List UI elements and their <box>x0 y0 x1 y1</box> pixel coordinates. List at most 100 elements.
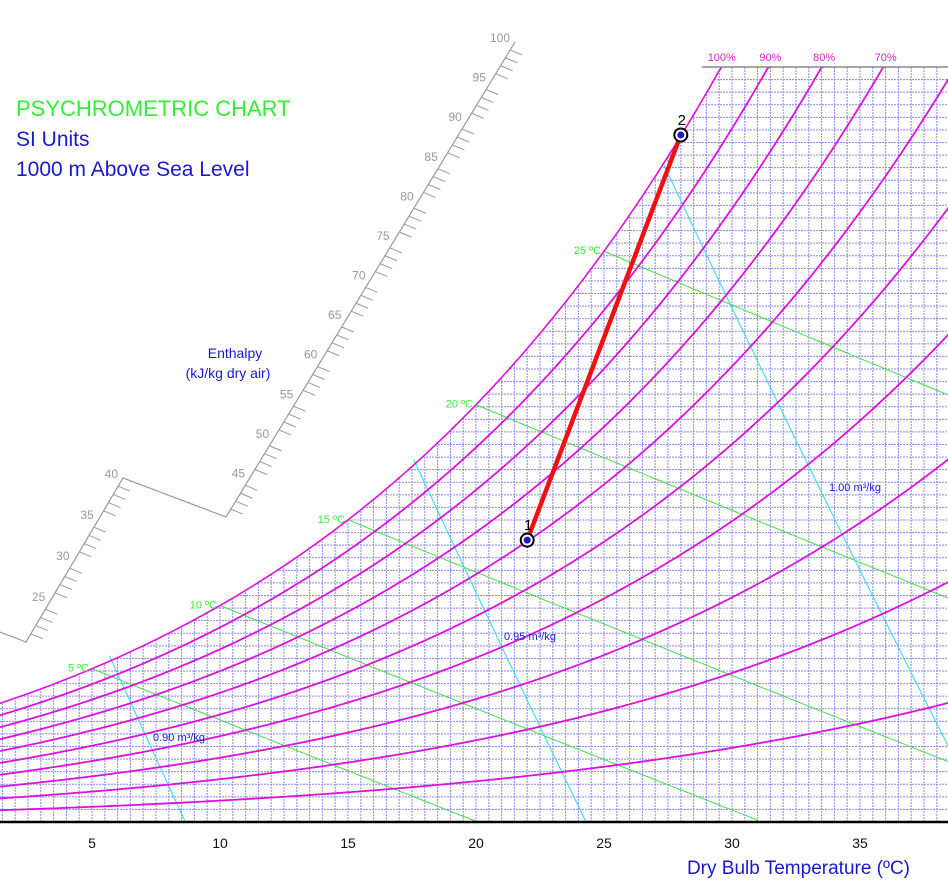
enthalpy-tick-label: 60 <box>304 348 318 362</box>
volume-line <box>662 162 948 748</box>
enthalpy-tick <box>312 374 325 380</box>
wet-bulb-line <box>475 404 948 599</box>
wet-bulb-line <box>219 605 758 821</box>
wet-bulb-label: 20 ºC <box>446 399 473 411</box>
enthalpy-tick <box>423 191 436 198</box>
enthalpy-tick <box>457 136 470 143</box>
enthalpy-tick-label: 30 <box>56 549 70 563</box>
x-tick-label: 20 <box>468 835 484 851</box>
enthalpy-tick <box>495 73 508 80</box>
volume-lines <box>109 162 948 822</box>
enthalpy-tick <box>54 592 68 599</box>
enthalpy-tick <box>379 263 393 270</box>
enthalpy-tick-label: 70 <box>352 269 366 283</box>
enthalpy-tick <box>269 445 282 452</box>
chart-subtitle-altitude: 1000 m Above Sea Level <box>16 158 250 181</box>
wet-bulb-label: 10 ºC <box>190 600 217 612</box>
enthalpy-tick <box>293 405 306 412</box>
enthalpy-tick <box>384 255 398 262</box>
enthalpy-tick-label: 65 <box>328 308 342 322</box>
enthalpy-tick <box>360 294 374 301</box>
process-point-core <box>677 131 685 139</box>
volume-label: 0.95 m³/kg <box>504 631 556 643</box>
wet-bulb-line <box>347 519 948 763</box>
chart-subtitle-units: SI Units <box>16 128 90 151</box>
enthalpy-tick-label: 35 <box>80 508 94 522</box>
enthalpy-tick <box>404 223 417 230</box>
enthalpy-tick <box>254 469 268 475</box>
enthalpy-tick <box>288 413 301 420</box>
enthalpy-tick <box>428 184 441 190</box>
enthalpy-tick <box>399 231 412 238</box>
enthalpy-tick-label: 75 <box>376 229 390 243</box>
enthalpy-tick <box>264 453 277 460</box>
enthalpy-tick-label: 80 <box>400 189 414 203</box>
enthalpy-tick <box>117 485 131 492</box>
rh-curve <box>0 66 825 729</box>
enthalpy-tick <box>69 567 82 574</box>
enthalpy-tick <box>230 508 244 515</box>
enthalpy-tick <box>108 502 121 509</box>
wet-bulb-line <box>603 250 948 396</box>
enthalpy-tick <box>331 342 345 349</box>
enthalpy-tick <box>317 366 330 373</box>
enthalpy-tick <box>40 616 53 623</box>
enthalpy-tick <box>302 389 316 396</box>
volume-line <box>109 655 186 822</box>
enthalpy-tick-label: 100 <box>490 31 510 45</box>
enthalpy-tick <box>35 625 48 632</box>
rh-curve <box>0 66 886 741</box>
x-tick-label: 15 <box>340 835 356 851</box>
rh-curve <box>0 702 948 812</box>
volume-label: 1.00 m³/kg <box>829 482 881 494</box>
rh-label: 100% <box>708 52 736 64</box>
volume-line <box>413 459 587 822</box>
wet-bulb-label: 5 ºC <box>68 663 89 675</box>
wet-bulb-label: 15 ºC <box>318 514 345 526</box>
chart-labels: 5 ºC 10 ºC 15 ºC 20 ºC 25 ºC 0.90 m³/kg 0.95 m… <box>68 52 897 744</box>
process-point-label: 2 <box>678 112 686 129</box>
enthalpy-tick <box>509 49 523 56</box>
enthalpy-tick <box>103 510 116 517</box>
rh-curve <box>0 458 948 788</box>
enthalpy-tick <box>375 271 388 278</box>
enthalpy-tick <box>437 168 451 175</box>
enthalpy-tick <box>408 215 422 222</box>
enthalpy-tick <box>341 326 354 333</box>
rh-curve <box>0 78 948 752</box>
enthalpy-tick <box>485 89 499 95</box>
x-tick-label: 5 <box>88 835 96 851</box>
rh-curve <box>0 66 771 717</box>
enthalpy-tick <box>452 144 465 151</box>
enthalpy-tick <box>113 493 126 500</box>
enthalpy-tick-label: 25 <box>32 590 46 604</box>
process-line-segment <box>525 134 683 541</box>
enthalpy-tick <box>336 334 349 341</box>
rh-label: 70% <box>875 52 897 64</box>
rh-curves <box>0 66 948 812</box>
enthalpy-tick-label: 85 <box>424 150 438 164</box>
enthalpy-tick <box>432 176 446 183</box>
rh-curve <box>0 66 723 705</box>
enthalpy-tick-label: 90 <box>448 110 462 124</box>
enthalpy-tick <box>30 633 44 640</box>
enthalpy-title: Enthalpy <box>208 345 262 361</box>
x-tick-label: 25 <box>596 835 612 851</box>
rh-label: 80% <box>813 52 835 64</box>
enthalpy-tick <box>505 57 518 64</box>
enthalpy-tick <box>235 500 248 507</box>
enthalpy-unit: (kJ/kg dry air) <box>186 365 271 381</box>
enthalpy-tick <box>355 302 369 309</box>
enthalpy-tick <box>471 112 484 119</box>
enthalpy-tick <box>447 152 460 159</box>
enthalpy-tick-label: 45 <box>232 466 246 480</box>
enthalpy-tick <box>245 484 258 491</box>
enthalpy-tick <box>500 65 513 72</box>
enthalpy-tick <box>389 247 402 254</box>
enthalpy-tick <box>278 429 292 436</box>
enthalpy-tick <box>84 543 97 550</box>
enthalpy-tick <box>259 461 272 468</box>
enthalpy-tick <box>326 350 340 357</box>
enthalpy-tick <box>413 207 427 214</box>
